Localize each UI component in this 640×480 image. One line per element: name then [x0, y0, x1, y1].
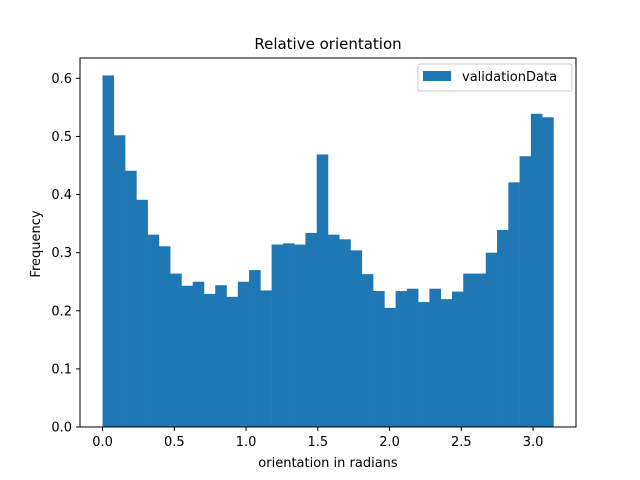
histogram-bar — [451, 291, 464, 427]
histogram-bar — [305, 232, 317, 427]
histogram-bar — [249, 270, 261, 427]
histogram-bar — [181, 285, 194, 427]
bars-group — [102, 75, 554, 428]
histogram-bar — [237, 281, 250, 427]
histogram-bar — [463, 273, 475, 427]
histogram-bar — [395, 291, 408, 427]
histogram-bar — [530, 113, 543, 427]
histogram-bar — [497, 230, 509, 427]
histogram-bar — [316, 154, 329, 427]
x-tick-label: 0.5 — [164, 435, 185, 450]
histogram-bar — [282, 243, 295, 427]
x-tick-label: 2.5 — [451, 435, 472, 450]
histogram-bar — [113, 135, 126, 428]
x-axis-label: orientation in radians — [258, 456, 398, 471]
legend-frame — [417, 63, 573, 92]
histogram-bar — [339, 239, 351, 427]
histogram-bar — [158, 246, 171, 427]
x-tick-label: 3.0 — [523, 435, 544, 450]
x-tick-label: 0.0 — [92, 435, 113, 450]
histogram-bar — [294, 244, 306, 427]
y-tick-label: 0.1 — [51, 362, 72, 377]
histogram-bar — [542, 117, 554, 428]
histogram-bar — [147, 234, 160, 427]
axes-frame — [79, 57, 577, 428]
histogram-bar — [474, 273, 487, 427]
histogram-bar — [203, 293, 216, 427]
histogram-bar — [373, 291, 385, 427]
histogram-bar — [361, 274, 374, 427]
histogram-bar — [418, 302, 430, 427]
histogram-bar — [429, 288, 441, 427]
axes-group: 0.0 0.5 1.0 1.5 2.0 2.5 3.0 0.0 0.1 0.2 0.3 0.4 0.5 0… — [51, 57, 577, 450]
histogram-bar — [519, 156, 532, 427]
histogram-bar — [102, 75, 115, 428]
histogram-bar — [384, 307, 396, 427]
y-tick-label: 0.4 — [51, 188, 72, 203]
x-tick-label: 1.0 — [236, 435, 257, 450]
y-tick-label: 0.5 — [51, 130, 72, 145]
y-tick-label: 0.6 — [51, 72, 72, 87]
legend-swatch — [423, 71, 451, 81]
histogram-bar — [136, 199, 148, 427]
y-tick-label: 0.2 — [51, 304, 72, 319]
histogram-bar — [406, 288, 419, 427]
histogram-bar — [440, 299, 453, 427]
histogram-bar — [260, 290, 272, 427]
histogram-bar — [226, 296, 239, 427]
legend-label: validationData — [462, 70, 557, 85]
x-tick-label: 1.5 — [307, 435, 328, 450]
y-tick-label: 0.3 — [51, 246, 72, 261]
chart-title: Relative orientation — [254, 35, 401, 53]
histogram-bar — [271, 244, 284, 427]
histogram-bar — [485, 252, 498, 427]
x-tick-label: 2.0 — [379, 435, 400, 450]
legend: validationData — [417, 63, 573, 92]
histogram-bar — [215, 285, 227, 427]
histogram-bar — [170, 273, 182, 427]
histogram-bar — [327, 234, 340, 427]
y-tick-label: 0.0 — [51, 421, 72, 436]
histogram-bar — [350, 250, 363, 427]
histogram-bar — [125, 170, 137, 428]
histogram-bar — [192, 281, 205, 427]
histogram-bar — [508, 182, 520, 427]
y-axis-label: Frequency — [29, 210, 44, 277]
